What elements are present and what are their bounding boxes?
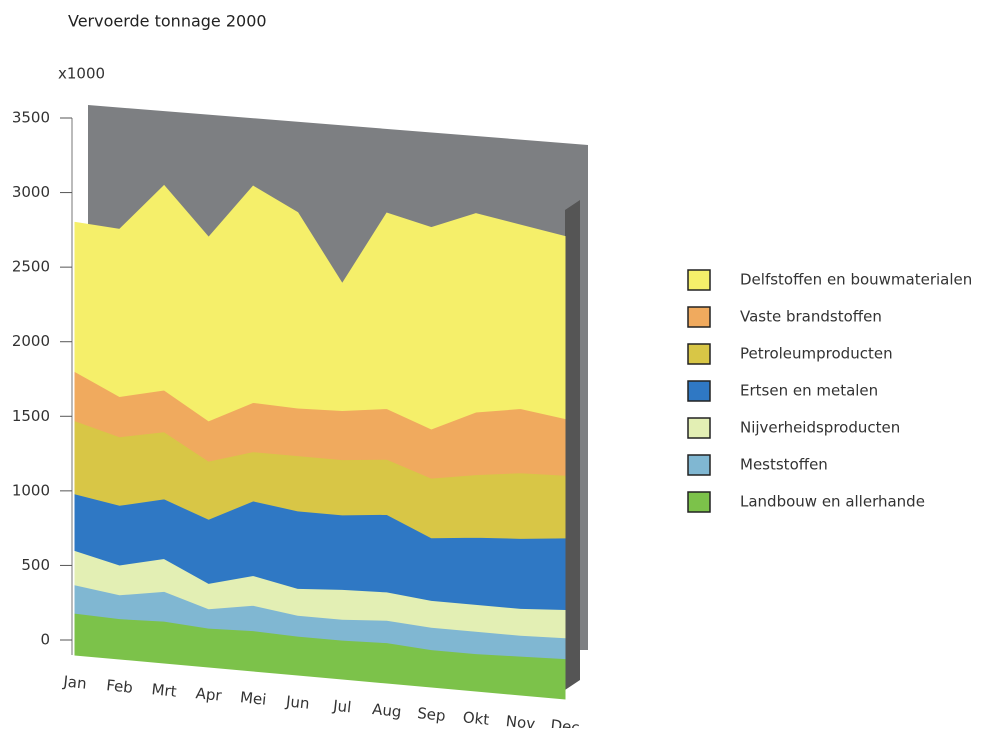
x-tick-label: Sep	[416, 704, 446, 725]
x-tick-label: Feb	[105, 676, 133, 697]
y-tick-label: 2000	[12, 332, 50, 350]
legend-swatch	[687, 306, 711, 328]
legend-swatch	[687, 343, 711, 365]
legend-label: Meststoffen	[740, 456, 828, 474]
y-tick-label: 1000	[12, 481, 50, 499]
legend-swatch	[687, 491, 711, 513]
x-tick-label: Okt	[462, 708, 490, 728]
legend-label: Delfstoffen en bouwmaterialen	[740, 271, 972, 289]
x-tick-label: Jul	[331, 697, 352, 717]
y-tick-label: 2500	[12, 258, 50, 276]
x-tick-label: Nov	[505, 712, 536, 728]
legend-label: Ertsen en metalen	[740, 382, 878, 400]
legend-swatch	[687, 454, 711, 476]
side-panel	[565, 200, 580, 690]
x-tick-label: Mei	[239, 688, 267, 709]
x-tick-label: Apr	[195, 684, 224, 705]
x-tick-label: Dec	[550, 716, 581, 728]
y-tick-label: 3500	[12, 109, 50, 127]
y-tick-label: 0	[40, 631, 50, 649]
y-tick-label: 1500	[12, 407, 50, 425]
legend-swatch	[687, 269, 711, 291]
legend-label: Nijverheidsproducten	[740, 419, 900, 437]
legend-swatch	[687, 417, 711, 439]
x-tick-label: Aug	[371, 700, 402, 721]
legend-swatch	[687, 380, 711, 402]
x-tick-label: Jun	[284, 692, 310, 712]
chart-title: Vervoerde tonnage 2000	[68, 12, 267, 31]
y-unit: x1000	[58, 65, 105, 83]
x-tick-label: Jan	[62, 672, 88, 692]
area	[74, 184, 566, 430]
legend-label: Landbouw en allerhande	[740, 493, 925, 511]
y-tick-label: 3000	[12, 183, 50, 201]
legend-label: Petroleumproducten	[740, 345, 893, 363]
y-tick-label: 500	[21, 556, 50, 574]
x-tick-label: Mrt	[151, 680, 178, 701]
legend-label: Vaste brandstoffen	[740, 308, 882, 326]
